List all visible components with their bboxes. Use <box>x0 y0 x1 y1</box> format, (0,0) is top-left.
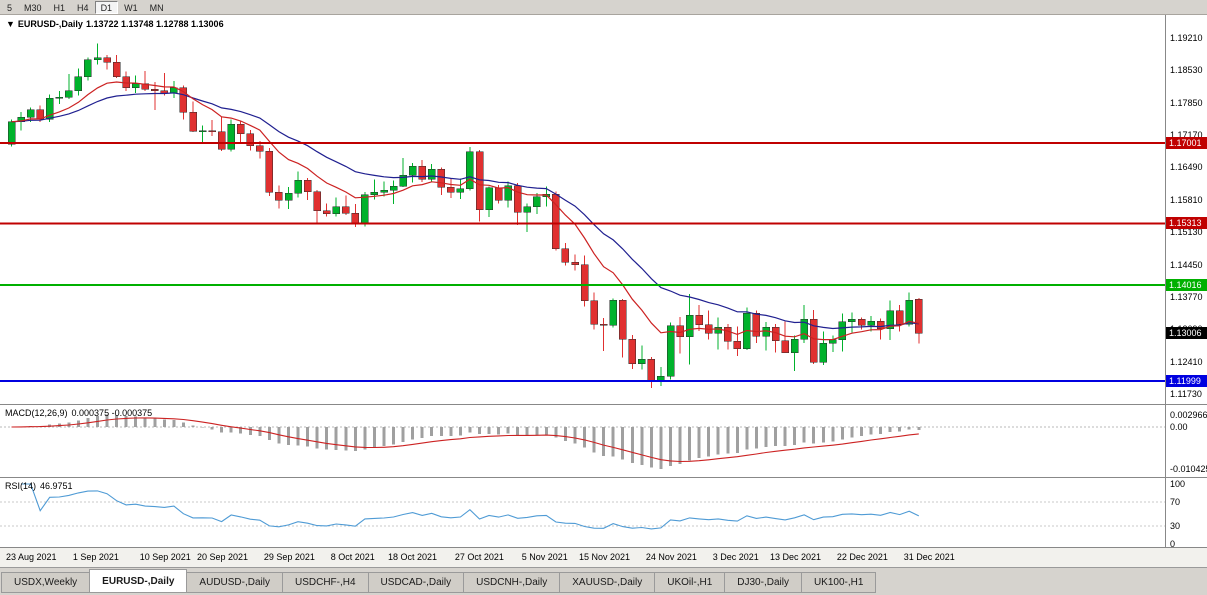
time-axis[interactable]: 23 Aug 2021 1 Sep 2021 10 Sep 2021 20 Sep 2… <box>0 547 1207 567</box>
current-price-tag: 1.13006 <box>1166 327 1207 340</box>
date-axis-label: 5 Nov 2021 <box>521 552 568 562</box>
chart-menu-icon[interactable]: ▼ <box>6 19 15 29</box>
timeframe-h4[interactable]: H4 <box>77 2 89 13</box>
tab-audusd-daily[interactable]: AUDUSD-,Daily <box>186 572 283 593</box>
date-axis-label: 22 Dec 2021 <box>836 552 888 562</box>
timeframe-5[interactable]: 5 <box>7 2 13 13</box>
date-axis-label: 27 Oct 2021 <box>454 552 504 562</box>
price-axis-label: 1.17850 <box>1170 97 1203 108</box>
date-axis-label: 23 Aug 2021 <box>6 552 57 562</box>
date-axis-label: 24 Nov 2021 <box>645 552 697 562</box>
date-axis-label: 3 Dec 2021 <box>712 552 759 562</box>
price-chart-panel[interactable]: ▼ EURUSD-,Daily 1.13722 1.13748 1.12788 1.… <box>0 15 1207 404</box>
rsi-axis-label: 70 <box>1170 497 1181 507</box>
timeframe-m30[interactable]: M30 <box>24 2 42 13</box>
price-level-tag: 1.15313 <box>1166 217 1207 230</box>
price-axis-label: 1.13770 <box>1170 291 1203 302</box>
timeframe-toolbar: 5 M30 H1 H4 D1 W1 MN <box>0 0 1207 15</box>
tab-eurusd-daily[interactable]: EURUSD-,Daily <box>89 569 188 593</box>
axis-divider <box>1165 15 1166 547</box>
rsi-axis-label: 100 <box>1170 479 1186 489</box>
timeframe-mn[interactable]: MN <box>149 2 164 13</box>
price-axis-label: 1.18530 <box>1170 65 1203 76</box>
rsi-chart[interactable] <box>0 478 1165 548</box>
tab-usdchf-h4[interactable]: USDCHF-,H4 <box>281 572 369 593</box>
macd-chart[interactable] <box>0 405 1165 478</box>
price-axis-label: 1.15810 <box>1170 194 1203 205</box>
tab-usdcad-daily[interactable]: USDCAD-,Daily <box>367 572 465 593</box>
tab-usdx-weekly[interactable]: USDX,Weekly <box>1 572 91 593</box>
rsi-current-value: 46.9751 <box>40 481 73 491</box>
price-axis-label: 1.15130 <box>1170 227 1203 238</box>
candlestick-chart[interactable] <box>0 15 1165 404</box>
date-axis-label: 8 Oct 2021 <box>330 552 375 562</box>
price-axis-label: 1.14450 <box>1170 259 1203 270</box>
timeframe-h1[interactable]: H1 <box>53 2 66 13</box>
tab-ukoil-h1[interactable]: UKOil-,H1 <box>654 572 726 593</box>
tab-dj30-daily[interactable]: DJ30-,Daily <box>724 572 802 593</box>
tab-xauusd-daily[interactable]: XAUUSD-,Daily <box>559 572 656 593</box>
macd-indicator-panel[interactable]: MACD(12,26,9) 0.000375 -0.000375 0.002966… <box>0 404 1207 477</box>
date-axis-label: 18 Oct 2021 <box>388 552 438 562</box>
tab-uk100-h1[interactable]: UK100-,H1 <box>800 572 877 593</box>
macd-current-values: 0.000375 -0.000375 <box>71 408 153 418</box>
date-axis-label: 1 Sep 2021 <box>72 552 119 562</box>
macd-name: MACD(12,26,9) <box>5 408 68 418</box>
timeframe-d1[interactable]: D1 <box>94 0 119 14</box>
chart-symbol: EURUSD-,Daily <box>17 19 83 29</box>
price-axis-label: 1.16490 <box>1170 162 1203 173</box>
macd-axis-label: 0.00 <box>1170 421 1188 432</box>
price-axis-label: 1.12410 <box>1170 356 1203 367</box>
chart-tabs-bar: USDX,Weekly EURUSD-,Daily AUDUSD-,Daily USD… <box>0 567 1207 595</box>
macd-axis-label: -0.010425 <box>1170 464 1207 474</box>
date-axis-label: 20 Sep 2021 <box>197 552 249 562</box>
rsi-axis-label: 30 <box>1170 521 1181 531</box>
timeframe-w1[interactable]: W1 <box>124 2 138 13</box>
date-axis-label: 31 Dec 2021 <box>903 552 955 562</box>
price-axis-label: 1.17170 <box>1170 130 1203 141</box>
date-axis-label: 29 Sep 2021 <box>263 552 315 562</box>
rsi-indicator-panel[interactable]: RSI(14) 46.9751 100 70 30 0 <box>0 477 1207 549</box>
rsi-name: RSI(14) <box>5 481 37 491</box>
macd-label: MACD(12,26,9) 0.000375 -0.000375 <box>5 408 156 418</box>
date-axis-label: 10 Sep 2021 <box>139 552 191 562</box>
price-axis-label: 1.11730 <box>1170 389 1202 399</box>
date-axis-label: 13 Dec 2021 <box>770 552 822 562</box>
price-level-tag: 1.11999 <box>1166 375 1207 388</box>
rsi-axis-label: 0 <box>1170 539 1176 549</box>
tab-usdcnh-daily[interactable]: USDCNH-,Daily <box>463 572 561 593</box>
chart-ohlc-values: 1.13722 1.13748 1.12788 1.13006 <box>85 19 224 29</box>
chart-symbol-header: ▼ EURUSD-,Daily 1.13722 1.13748 1.12788 1.… <box>6 19 227 29</box>
price-level-tag: 1.17001 <box>1166 137 1207 150</box>
price-axis-label: 1.19210 <box>1170 33 1203 43</box>
date-axis-label: 15 Nov 2021 <box>579 552 631 562</box>
price-level-tag: 1.14016 <box>1166 279 1207 292</box>
macd-axis-label: 0.002966 <box>1170 410 1207 420</box>
rsi-label: RSI(14) 46.9751 <box>5 481 77 491</box>
